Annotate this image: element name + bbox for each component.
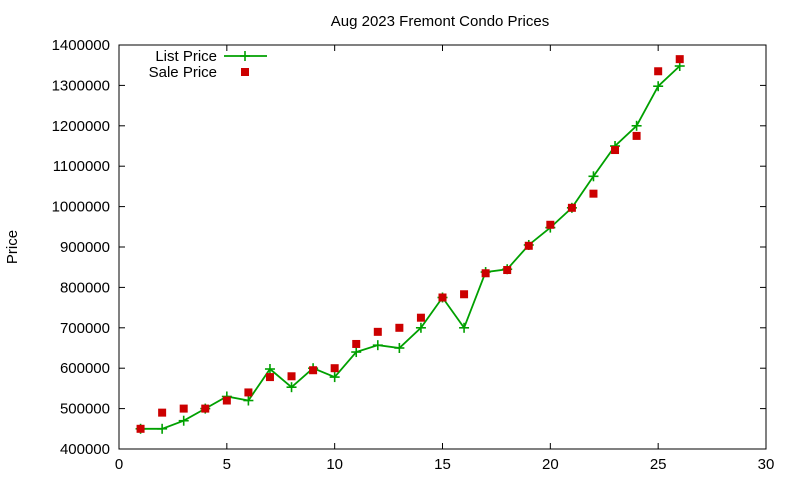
list-price-point xyxy=(264,364,275,375)
list-price-point xyxy=(372,340,383,351)
legend-label: List Price xyxy=(155,48,217,65)
sale-price-point xyxy=(546,220,555,229)
x-tick-label: 15 xyxy=(434,456,451,473)
sale-price-point xyxy=(309,366,318,375)
x-tick-label: 30 xyxy=(758,456,775,473)
series-sale-price xyxy=(136,55,684,433)
sale-price-point xyxy=(373,327,382,336)
axes: 0 5 10 15 20 25 30 400000 500000 600000 700000 8000… xyxy=(52,37,775,473)
sale-price-point xyxy=(611,146,620,155)
y-tick-label: 900000 xyxy=(60,239,110,256)
sale-price-point xyxy=(675,55,684,64)
y-tick-label: 600000 xyxy=(60,360,110,377)
sale-price-point xyxy=(460,290,469,299)
list-price-point xyxy=(243,395,254,406)
sale-price-point xyxy=(287,372,296,381)
list-price-point xyxy=(178,415,189,426)
sale-price-point xyxy=(567,203,576,212)
sale-price-point xyxy=(481,269,490,278)
list-price-point xyxy=(394,343,405,353)
sale-price-point xyxy=(589,189,598,198)
list-price-point xyxy=(329,372,340,383)
sale-price-point xyxy=(654,67,663,76)
legend-plus-swatch xyxy=(240,51,250,61)
x-tick-label: 20 xyxy=(542,456,559,473)
list-price-point xyxy=(286,382,297,393)
list-price-point xyxy=(351,347,362,358)
sale-price-point xyxy=(524,241,533,250)
plot-frame xyxy=(118,44,767,450)
y-tick-label: 1100000 xyxy=(53,158,110,175)
sale-price-point xyxy=(201,404,210,413)
y-tick-label: 1400000 xyxy=(52,37,110,54)
list-price-point xyxy=(588,171,599,182)
sale-price-point xyxy=(222,396,231,405)
y-tick-label: 500000 xyxy=(60,401,110,418)
y-tick-label: 400000 xyxy=(60,441,110,458)
chart-title: Aug 2023 Fremont Condo Prices xyxy=(331,13,549,30)
y-tick-label: 1300000 xyxy=(52,77,110,94)
legend-label: Sale Price xyxy=(149,64,217,81)
sale-price-point xyxy=(416,313,425,322)
sale-price-point xyxy=(395,323,404,332)
x-tick-label: 0 xyxy=(115,456,123,473)
sale-price-point xyxy=(179,404,188,413)
list-price-point xyxy=(415,322,426,333)
series-layer xyxy=(135,55,685,434)
x-tick-label: 10 xyxy=(326,456,343,473)
sale-price-point xyxy=(265,373,274,382)
y-axis-label: Price xyxy=(4,230,21,264)
sale-price-point xyxy=(158,408,167,417)
x-tick-label: 25 xyxy=(650,456,667,473)
list-price-point xyxy=(157,423,168,434)
list-price-line xyxy=(140,65,681,430)
sale-price-point xyxy=(503,266,512,275)
sale-price-point xyxy=(352,339,361,348)
x-tick-label: 5 xyxy=(223,456,231,473)
list-price-point xyxy=(653,81,664,92)
y-tick-label: 700000 xyxy=(60,320,110,337)
sale-price-point xyxy=(136,424,145,433)
y-tick-label: 1200000 xyxy=(52,118,110,135)
series-list-price xyxy=(135,61,685,434)
sale-price-point xyxy=(438,293,447,302)
legend-square-swatch xyxy=(241,68,249,76)
sale-price-point xyxy=(632,131,641,140)
sale-price-point xyxy=(244,388,253,397)
list-price-point xyxy=(631,120,642,131)
y-tick-label: 1000000 xyxy=(52,199,110,216)
y-tick-label: 800000 xyxy=(60,279,110,296)
list-price-point xyxy=(459,322,470,333)
sale-price-point xyxy=(330,364,339,373)
